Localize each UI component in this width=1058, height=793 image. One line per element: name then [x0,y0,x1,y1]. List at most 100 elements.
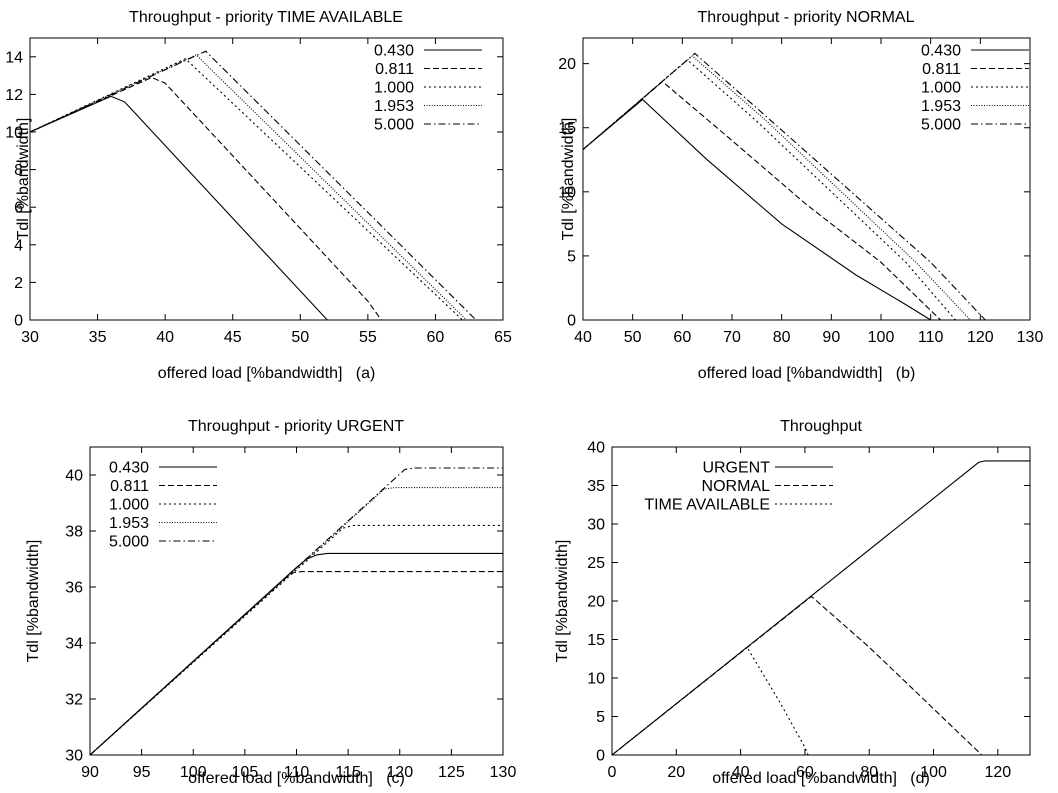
y-tick-label: 30 [65,748,83,765]
plot-frame [29,37,504,321]
y-tick-label: 15 [587,632,605,649]
legend-label: 1.953 [109,515,149,532]
x-tick-label: 35 [89,329,107,346]
x-tick-label: 60 [796,764,814,781]
series-line-1-953 [89,487,503,756]
legend-label: NORMAL [702,478,771,495]
x-tick-label: 20 [667,764,685,781]
series-line-time-available [611,646,1030,756]
x-tick-label: 105 [232,764,259,781]
chart-title: Throughput - priority NORMAL [698,9,915,26]
y-tick-label: 4 [14,237,23,254]
y-tick-label: 2 [14,275,23,292]
chart-title: Throughput - priority TIME AVAILABLE [129,9,403,26]
series-line-1-953 [29,54,503,321]
x-tick-label: 45 [224,329,242,346]
x-tick-label: 130 [1017,329,1044,346]
x-tick-label: 90 [81,764,99,781]
series-line-0-811 [29,76,503,321]
x-tick-label: 40 [574,329,592,346]
x-tick-label: 125 [438,764,465,781]
y-tick-label: 25 [587,555,605,572]
y-axis-label: Tdl [%bandwidth] [560,118,577,241]
legend-label: 0.811 [922,61,961,78]
legend-label: 0.430 [374,43,414,60]
x-tick-label: 70 [723,329,741,346]
x-axis-label: offered load [%bandwidth] (a) [158,365,376,382]
y-tick-label: 34 [65,636,83,653]
y-axis-label: Tdl [%bandwidth] [554,540,571,663]
x-axis-label: offered load [%bandwidth] (c) [188,770,405,787]
y-tick-label: 32 [65,692,83,709]
legend-label: TIME AVAILABLE [644,497,770,514]
x-axis-label: offered load [%bandwidth] (d) [712,770,930,787]
y-axis-label: Tdl [%bandwidth] [15,118,32,241]
x-tick-label: 30 [21,329,39,346]
y-tick-label: 10 [587,671,605,688]
x-tick-label: 115 [335,764,361,781]
y-tick-label: 35 [587,478,605,495]
y-tick-label: 20 [587,594,605,611]
x-tick-label: 120 [386,764,413,781]
legend-label: 1.953 [921,98,961,115]
legend-label: URGENT [702,460,770,477]
x-tick-label: 100 [180,764,207,781]
y-tick-label: 12 [5,87,23,104]
x-tick-label: 60 [427,329,445,346]
y-tick-label: 5 [596,709,605,726]
series-line-0-430 [89,552,503,756]
x-tick-label: 90 [822,329,840,346]
plot-frame [611,446,1031,756]
series-line-1-000 [29,58,503,321]
y-tick-label: 14 [5,49,23,66]
legend-label: 0.811 [110,478,149,495]
y-tick-label: 30 [587,517,605,534]
series-line-normal [611,595,1030,756]
series-line-5-000 [582,52,986,321]
y-tick-label: 10 [558,184,576,201]
x-tick-label: 95 [133,764,151,781]
x-tick-label: 60 [673,329,691,346]
legend-label: 1.000 [921,80,961,97]
legend-label: 0.811 [375,61,414,78]
legend-label: 5.000 [921,117,961,134]
x-tick-label: 40 [732,764,750,781]
plot-frame [89,446,504,756]
x-tick-label: 65 [494,329,512,346]
chart-title: Throughput [780,418,862,435]
y-tick-label: 20 [558,56,576,73]
x-tick-label: 100 [868,329,895,346]
x-tick-label: 130 [490,764,517,781]
y-tick-label: 0 [596,748,605,765]
y-tick-label: 0 [567,313,576,330]
chart-title: Throughput - priority URGENT [188,418,404,435]
series-line-0-811 [582,80,941,321]
y-tick-label: 15 [558,120,576,137]
x-tick-label: 120 [984,764,1011,781]
x-tick-label: 50 [291,329,309,346]
y-tick-label: 5 [567,248,576,265]
series-line-0-811 [89,571,503,756]
y-tick-label: 0 [14,313,23,330]
legend-label: 5.000 [374,117,414,134]
x-tick-label: 40 [156,329,174,346]
legend-label: 0.430 [109,460,149,477]
legend-label: 5.000 [109,534,149,551]
chart-panel-1: Throughput - priority TIME AVAILABLE 30 35… [5,9,512,382]
series-line-5-000 [89,467,503,756]
y-tick-label: 10 [5,125,23,142]
x-tick-label: 100 [920,764,947,781]
y-tick-label: 38 [65,524,83,541]
legend-label: 1.000 [374,80,414,97]
x-tick-label: 120 [967,329,994,346]
x-tick-label: 110 [284,764,310,781]
x-tick-label: 0 [608,764,617,781]
series-line-0-430 [582,98,931,321]
y-tick-label: 8 [14,162,23,179]
